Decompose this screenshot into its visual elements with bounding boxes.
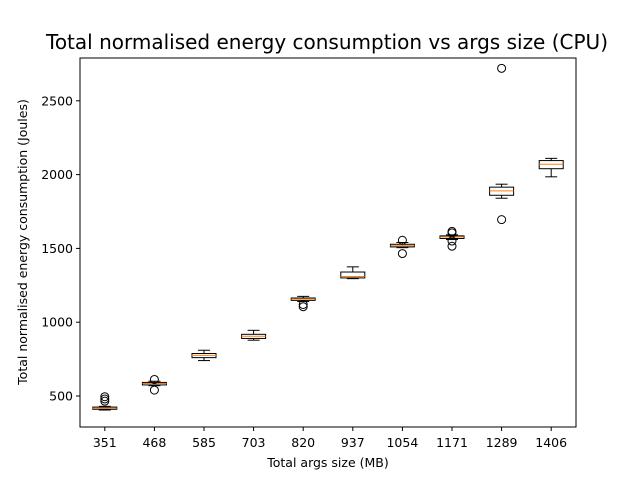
y-tick-label: 2000 <box>41 167 73 182</box>
x-tick-label: 585 <box>192 435 216 450</box>
flier-point <box>447 226 457 236</box>
x-tick-label: 1054 <box>386 435 418 450</box>
chart-title: Total normalised energy consumption vs a… <box>45 30 608 54</box>
box-iqr <box>340 271 366 279</box>
y-tick-label: 1500 <box>41 241 73 256</box>
y-tick-label: 1000 <box>41 315 73 330</box>
flier-point <box>100 396 110 406</box>
x-tick-label: 468 <box>142 435 166 450</box>
x-axis-label: Total args size (MB) <box>266 455 389 470</box>
flier-point <box>149 385 159 395</box>
y-axis-label: Total normalised energy consumption (Jou… <box>15 99 30 386</box>
flier-point <box>149 374 159 384</box>
flier-point <box>397 249 407 259</box>
axes-frame <box>79 57 577 428</box>
flier-point <box>397 235 407 245</box>
x-tick-label: 703 <box>242 435 266 450</box>
x-tick-label: 1171 <box>436 435 468 450</box>
y-tick-label: 2500 <box>41 93 73 108</box>
flier-point <box>497 215 507 225</box>
flier-point <box>447 241 457 251</box>
flier-point <box>298 299 308 309</box>
x-tick-label: 820 <box>291 435 315 450</box>
x-tick-label: 937 <box>341 435 365 450</box>
x-tick-label: 351 <box>93 435 117 450</box>
y-tick-label: 500 <box>49 389 73 404</box>
flier-point <box>100 394 110 404</box>
flier-point <box>298 302 308 312</box>
flier-point <box>100 392 110 402</box>
plot-area: 500 1000 1500 2000 2500 351 468 585 703 820 937 105… <box>41 57 577 450</box>
x-tick-label: 1406 <box>535 435 567 450</box>
flier-point <box>497 63 507 73</box>
x-tick-label: 1289 <box>486 435 518 450</box>
